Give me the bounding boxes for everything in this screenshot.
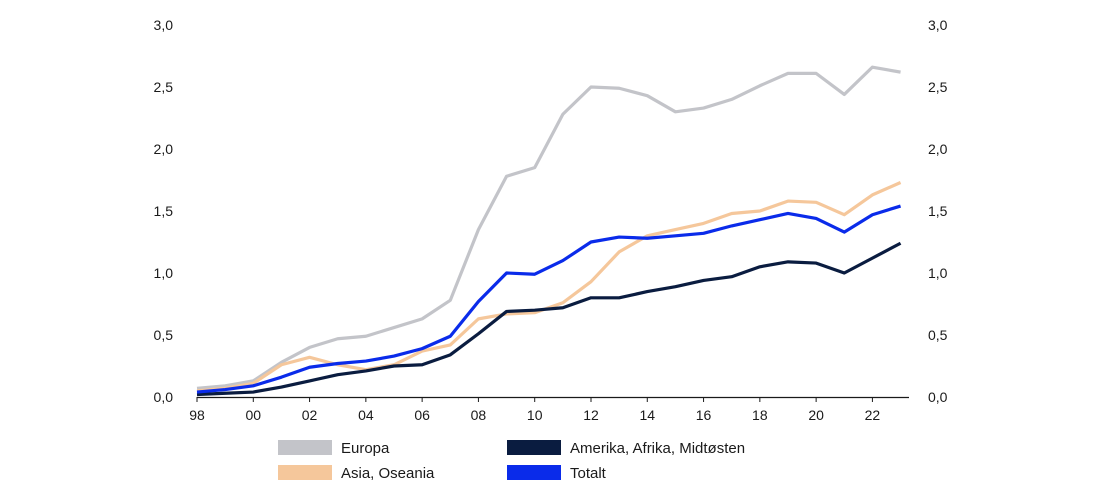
legend-swatch <box>278 465 332 480</box>
series-lines <box>196 65 902 397</box>
legend-item: Asia, Oseania <box>278 465 435 482</box>
y-axis-right: 0,0 0,5 1,0 1,5 2,0 2,5 3,0 <box>928 17 948 405</box>
x-tick-label: 18 <box>752 407 768 423</box>
legend-swatch <box>507 465 561 480</box>
y-tick-label-left: 0,0 <box>154 389 174 405</box>
x-tick-label: 04 <box>358 407 374 423</box>
y-tick-label-right: 2,5 <box>928 79 948 95</box>
x-tick-label: 22 <box>865 407 881 423</box>
y-tick-label-right: 1,5 <box>928 203 948 219</box>
legend-item: Amerika, Afrika, Midtøsten <box>507 440 745 457</box>
series-line-totalt <box>196 204 902 394</box>
x-tick-label: 10 <box>527 407 543 423</box>
y-tick-label-left: 2,0 <box>154 141 174 157</box>
y-tick-label-left: 1,5 <box>154 203 174 219</box>
x-tick-label: 12 <box>583 407 599 423</box>
legend-swatch <box>507 440 561 455</box>
y-tick-label-left: 2,5 <box>154 79 174 95</box>
legend-item: Totalt <box>507 465 607 482</box>
y-tick-label-right: 2,0 <box>928 141 948 157</box>
legend-label: Amerika, Afrika, Midtøsten <box>570 440 745 457</box>
y-tick-label-right: 0,5 <box>928 327 948 343</box>
y-tick-label-right: 1,0 <box>928 265 948 281</box>
x-tick-label: 00 <box>245 407 261 423</box>
legend-item: Europa <box>278 440 390 457</box>
y-tick-label-right: 3,0 <box>928 17 948 33</box>
series-line-europa <box>196 65 901 390</box>
y-axis-left: 0,0 0,5 1,0 1,5 2,0 2,5 3,0 <box>154 17 174 405</box>
x-tick-label: 02 <box>302 407 318 423</box>
x-tick-label: 16 <box>696 407 712 423</box>
y-tick-label-left: 3,0 <box>154 17 174 33</box>
legend-label: Totalt <box>570 465 607 482</box>
x-tick-label: 06 <box>414 407 430 423</box>
legend-swatch <box>278 440 332 455</box>
x-tick-label: 20 <box>808 407 824 423</box>
x-tick-label: 98 <box>189 407 205 423</box>
series-line-amerika-afrika-midtøsten <box>196 241 902 397</box>
x-tick-label: 14 <box>639 407 655 423</box>
y-tick-label-left: 1,0 <box>154 265 174 281</box>
legend-label: Europa <box>341 440 390 457</box>
y-tick-label-left: 0,5 <box>154 327 174 343</box>
x-tick-label: 08 <box>471 407 487 423</box>
x-ticks: 98 00 02 04 06 08 10 12 14 16 18 20 22 <box>189 397 880 423</box>
legend: Europa Asia, Oseania Amerika, Afrika, Midt… <box>278 440 745 482</box>
legend-label: Asia, Oseania <box>341 465 435 482</box>
y-tick-label-right: 0,0 <box>928 389 948 405</box>
